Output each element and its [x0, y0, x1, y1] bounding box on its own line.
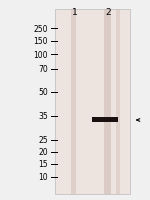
Bar [104, 10, 111, 194]
Text: 10: 10 [38, 173, 48, 182]
Text: 15: 15 [38, 160, 48, 169]
Text: 250: 250 [33, 24, 48, 33]
Text: 2: 2 [105, 8, 111, 17]
Text: 35: 35 [38, 112, 48, 121]
Text: 1: 1 [72, 8, 78, 17]
Text: 20: 20 [38, 148, 48, 157]
Text: 50: 50 [38, 88, 48, 97]
Text: 100: 100 [33, 50, 48, 59]
Bar [116, 10, 120, 194]
Bar [71, 10, 76, 194]
Text: 150: 150 [33, 37, 48, 46]
Text: 70: 70 [38, 65, 48, 74]
Bar [92, 117, 118, 122]
Text: 25: 25 [38, 136, 48, 145]
Bar [55, 10, 130, 194]
